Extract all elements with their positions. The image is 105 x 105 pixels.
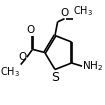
Text: CH$_3$: CH$_3$ xyxy=(0,65,20,79)
Text: CH$_3$: CH$_3$ xyxy=(73,4,93,18)
Text: S: S xyxy=(51,71,59,84)
Text: NH$_2$: NH$_2$ xyxy=(82,59,104,73)
Text: O: O xyxy=(18,52,26,62)
Text: O: O xyxy=(26,25,34,35)
Text: O: O xyxy=(60,8,69,18)
